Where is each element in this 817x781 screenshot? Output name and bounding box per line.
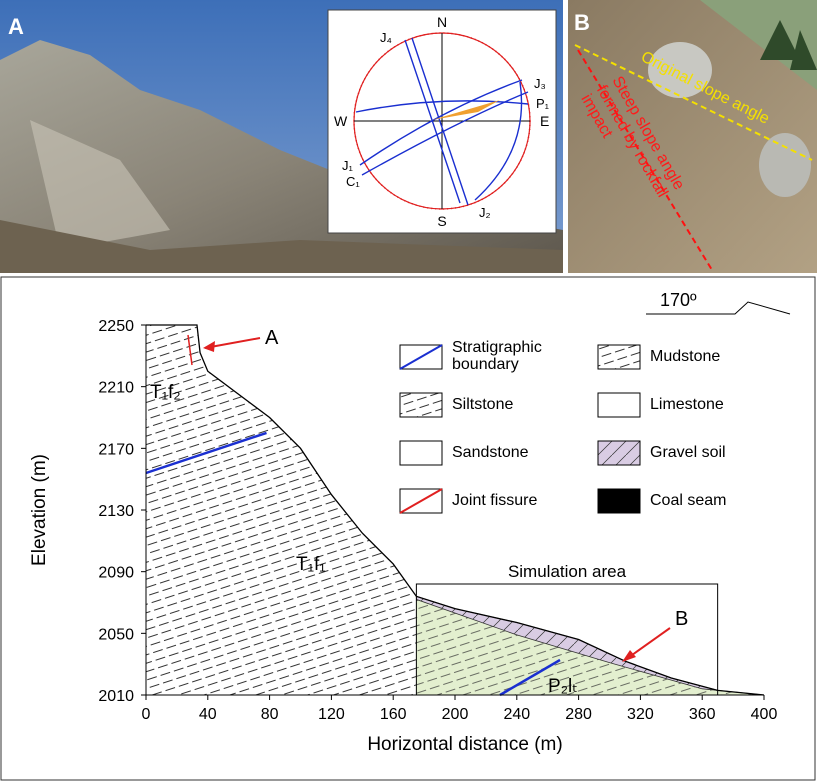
swatch-box [598, 393, 640, 417]
stereonet-label: J₃ [534, 76, 546, 91]
stereonet-label: N [437, 14, 447, 30]
legend-label: Gravel soil [650, 444, 750, 461]
swatch-box [598, 489, 640, 513]
x-tick-label: 400 [751, 706, 778, 723]
legend-swatch [400, 489, 442, 513]
stereonet-label: E [540, 113, 549, 129]
y-tick-label: 2170 [98, 441, 134, 458]
orientation: 170º [660, 290, 697, 310]
legend-label: Mudstone [650, 348, 750, 365]
simulation-label: Simulation area [508, 562, 627, 581]
x-tick-label: 120 [318, 706, 345, 723]
x-tick-label: 40 [199, 706, 217, 723]
y-tick-label: 2210 [98, 380, 134, 397]
legend-swatch [400, 393, 442, 417]
y-tick-label: 2130 [98, 503, 134, 520]
legend-label: Sandstone [452, 444, 552, 461]
x-axis-title: Horizontal distance (m) [367, 734, 562, 755]
swatch-box [400, 393, 442, 417]
stereonet-label: C₁ [346, 174, 360, 189]
x-tick-label: 240 [503, 706, 530, 723]
legend-label: Coal seam [650, 492, 750, 509]
y-tick-label: 2090 [98, 565, 134, 582]
stereonet-label: S [437, 213, 446, 229]
legend-label: Joint fissure [452, 492, 552, 509]
legend-swatch [598, 345, 640, 369]
swatch-box [598, 441, 640, 465]
arrowhead-b [622, 650, 636, 662]
y-tick-label: 2250 [98, 318, 134, 335]
swatch-box [598, 345, 640, 369]
annotation: B [675, 608, 688, 630]
legend-swatch [598, 489, 640, 513]
legend-swatch [598, 441, 640, 465]
stereonet [328, 10, 556, 233]
legend-label: Siltstone [452, 396, 552, 413]
formation-label: P₂lₜ [548, 676, 578, 697]
stereonet-label: P₁ [536, 96, 550, 111]
x-tick-label: 160 [380, 706, 407, 723]
cross-section: Simulation area 0 40 80 120 160 200 240 280 320 36… [98, 318, 777, 723]
canvas: A N S E W J₄ J₃ P₁ J₁ C₁ J₂ B Original s… [0, 0, 817, 781]
x-tick-label: 80 [261, 706, 279, 723]
swatch-box [400, 441, 442, 465]
panel-label: B [574, 10, 590, 35]
y-tick-label: 2010 [98, 688, 134, 705]
x-tick-label: 280 [565, 706, 592, 723]
stereonet-label: W [334, 113, 348, 129]
formation-label: T₁f₁ [296, 554, 326, 575]
y-tick-label: 2050 [98, 626, 134, 643]
x-tick-label: 320 [627, 706, 654, 723]
legend-swatch [400, 345, 442, 369]
x-tick-label: 360 [689, 706, 716, 723]
stereonet-label: J₂ [479, 205, 491, 220]
formation-label: T₁f₂ [150, 382, 181, 403]
figure: A N S E W J₄ J₃ P₁ J₁ C₁ J₂ B Original s… [0, 0, 817, 781]
stereonet-label: J₁ [342, 158, 354, 173]
stereonet-label: J₄ [380, 30, 392, 45]
panel-label: A [8, 14, 24, 39]
annotation: A [265, 327, 279, 349]
legend-swatch [400, 441, 442, 465]
y-axis-title: Elevation (m) [29, 454, 50, 566]
x-tick-label: 0 [142, 706, 151, 723]
arrowhead-a [203, 341, 215, 352]
x-tick-label: 200 [442, 706, 469, 723]
legend-swatch [598, 393, 640, 417]
legend-label: Limestone [650, 396, 750, 413]
legend-label: Stratigraphic boundary [452, 339, 552, 373]
